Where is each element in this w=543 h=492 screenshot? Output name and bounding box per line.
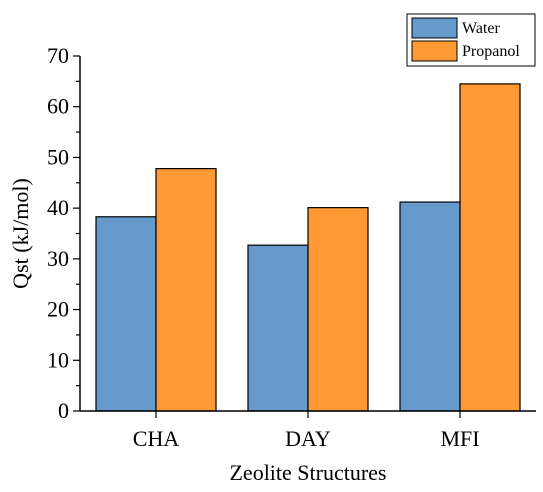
y-axis-title: Qst (kJ/mol) xyxy=(8,178,33,289)
bar-water-day xyxy=(247,244,309,412)
legend-label-water: Water xyxy=(462,20,500,37)
legend-swatch-water xyxy=(411,17,458,39)
x-axis-title: Zeolite Structures xyxy=(229,460,386,485)
y-tick-label: 0 xyxy=(58,398,69,423)
bar-propanol-cha xyxy=(155,167,217,412)
bar-water-cha xyxy=(95,216,157,412)
y-tick-label: 20 xyxy=(47,297,69,322)
legend-swatch-propanol xyxy=(411,40,458,62)
bar-propanol-day xyxy=(307,207,369,412)
x-tick-label: CHA xyxy=(133,426,180,451)
y-tick-label: 40 xyxy=(47,195,69,220)
y-tick-label: 70 xyxy=(47,43,69,68)
bar-propanol-mfi xyxy=(459,83,521,412)
x-tick-label: MFI xyxy=(440,426,479,451)
plot-area xyxy=(95,83,521,412)
legend-label-propanol: Propanol xyxy=(462,43,520,60)
y-tick-label: 60 xyxy=(47,94,69,119)
bar-water-mfi xyxy=(399,201,461,412)
y-tick-label: 30 xyxy=(47,246,69,271)
y-tick-label: 50 xyxy=(47,144,69,169)
y-tick-label: 10 xyxy=(47,347,69,372)
legend: Water Propanol xyxy=(406,13,536,67)
axes: CHA DAY MFI 0 10 20 30 40 50 60 70 xyxy=(47,43,536,451)
x-tick-label: DAY xyxy=(285,426,331,451)
